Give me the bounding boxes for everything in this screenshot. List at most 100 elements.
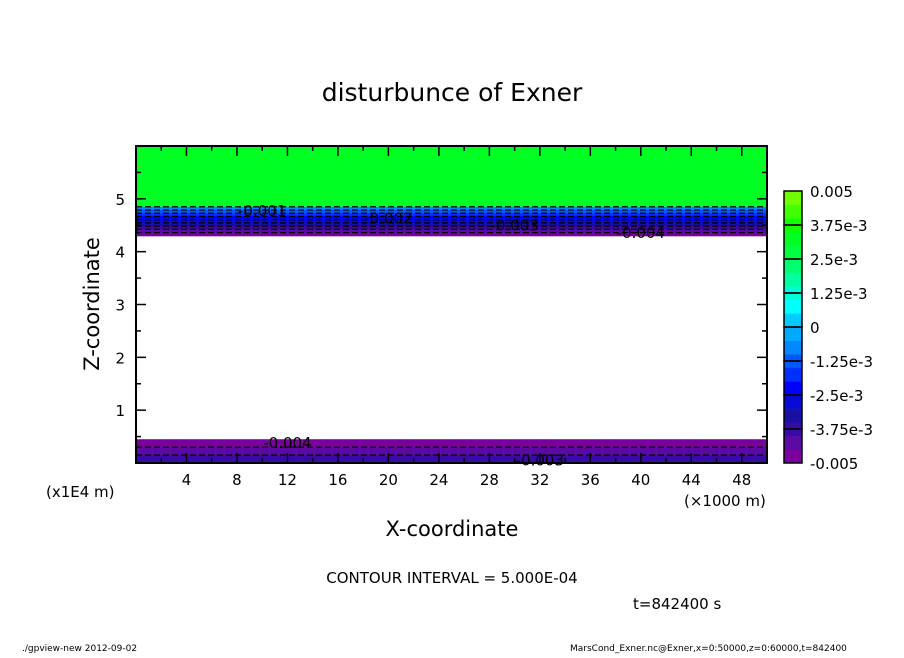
x-tick-label: 4 [182, 471, 192, 489]
colorbar-bin [784, 231, 802, 246]
lower-layer-band [136, 441, 767, 443]
lower-layer-band [136, 456, 767, 458]
y-tick-label: 3 [115, 297, 125, 315]
upper-layer-band [136, 224, 767, 226]
upper-layer-band [136, 230, 767, 232]
lower-layer-band [136, 452, 767, 454]
lower-layer-band [136, 443, 767, 445]
lower-layer-band [136, 457, 767, 459]
footer-right: MarsCond_Exner.nc@Exner,x=0:50000,z=0:60… [570, 644, 847, 654]
x-tick-label: 20 [379, 471, 398, 489]
contour-label: -0.002 [364, 209, 412, 227]
lower-layer-band [136, 453, 767, 455]
lower-layer-band [136, 458, 767, 460]
upper-layer-band [136, 235, 767, 237]
upper-layer-band [136, 223, 767, 225]
lower-layer-band [136, 445, 767, 447]
lower-layer-band [136, 448, 767, 450]
upper-layer-band [136, 214, 767, 216]
colorbar-bin [784, 367, 802, 382]
y-tick-label: 2 [115, 349, 125, 367]
lower-layer-band [136, 442, 767, 444]
x-tick-label: 40 [631, 471, 650, 489]
upper-layer-band [136, 227, 767, 230]
lower-layer-band [136, 457, 767, 459]
colorbar-bin [784, 449, 802, 464]
upper-layer-band [136, 211, 767, 213]
upper-layer-band [136, 233, 767, 235]
upper-layer-band [136, 207, 767, 209]
y-axis-label: Z-coordinate [80, 237, 104, 371]
upper-layer-band [136, 218, 767, 220]
colorbar-label: -1.25e-3 [810, 353, 873, 371]
x-tick-label: 44 [682, 471, 701, 489]
colorbar-bin [784, 245, 802, 260]
upper-layer-band [136, 210, 767, 212]
contour-label: -0.003 [490, 217, 538, 235]
colorbar-bin [784, 327, 802, 341]
lower-layer-band [136, 449, 767, 451]
x-unit-label: (×1000 m) [684, 492, 766, 510]
colorbar-label: -3.75e-3 [810, 421, 873, 439]
x-tick-label: 48 [732, 471, 751, 489]
lower-layer-band [136, 460, 767, 462]
upper-layer-band [136, 211, 767, 214]
x-tick-label: 36 [581, 471, 600, 489]
lower-layer-band [136, 443, 767, 446]
lower-layer-band [136, 439, 767, 441]
x-axis-label: X-coordinate [386, 517, 519, 541]
contour-lines: -0.001 -0.002 -0.003 -0.004-0.004-0.003 [136, 202, 767, 470]
y-unit-label: (x1E4 m) [46, 483, 115, 501]
lower-layer-band [136, 459, 767, 461]
y-tick-label: 5 [115, 191, 125, 209]
colorbar-label: 0.005 [810, 183, 853, 201]
colorbar-group [783, 190, 803, 226]
lower-layer-band [136, 455, 767, 457]
colorbar-label: -0.005 [810, 455, 858, 473]
upper-layer-band [136, 219, 767, 222]
lower-layer-band [136, 451, 767, 453]
lower-layer-band [136, 447, 767, 449]
x-tick-label: 28 [480, 471, 499, 489]
colorbar-bin [784, 272, 802, 287]
lower-layer-band [136, 444, 767, 446]
lower-layer-band [136, 460, 767, 462]
lower-layer-band [136, 441, 767, 443]
colorbar-bin [784, 435, 802, 450]
contour-label: -0.001 [238, 202, 286, 220]
chart-title: disturbunce of Exner [322, 78, 583, 107]
upper-layer-band [136, 220, 767, 222]
x-tick-label: 8 [232, 471, 242, 489]
upper-layer-band [136, 221, 767, 223]
upper-layer-band [136, 208, 767, 210]
lower-layer-band [136, 458, 767, 460]
colorbar: 0.005 3.75e-3 2.5e-3 1.25e-3 0 -1.25e-3 -2.5e-… [783, 183, 873, 473]
colorbar-bin [784, 340, 802, 355]
footer-left: ./gpview-new 2012-09-02 [22, 644, 137, 654]
colorbar-bin [784, 381, 802, 396]
contour-label: -0.004 [263, 434, 311, 452]
colorbar-bin [784, 204, 802, 219]
colorbar-label: 3.75e-3 [810, 217, 868, 235]
lower-layer-band [136, 448, 767, 450]
colorbar-label: -2.5e-3 [810, 387, 863, 405]
lower-layer-band [136, 445, 767, 447]
y-tick-label: 1 [115, 402, 125, 420]
x-tick-label: 12 [278, 471, 297, 489]
contour-field [136, 146, 767, 464]
colorbar-bin [784, 299, 802, 314]
colorbar-bin [784, 395, 802, 409]
upper-layer-band [136, 217, 767, 219]
upper-layer-band [136, 214, 767, 216]
contour-label: -0.004 [617, 224, 665, 242]
upper-layer-band [136, 232, 767, 235]
colorbar-label: 2.5e-3 [810, 251, 858, 269]
lower-layer-band [136, 455, 767, 457]
contour-interval-text: CONTOUR INTERVAL = 5.000E-04 [326, 569, 577, 587]
lower-layer-band [136, 461, 767, 463]
upper-layer-band [136, 226, 767, 228]
lower-layer-band [136, 451, 767, 453]
upper-layer-band [136, 213, 767, 215]
